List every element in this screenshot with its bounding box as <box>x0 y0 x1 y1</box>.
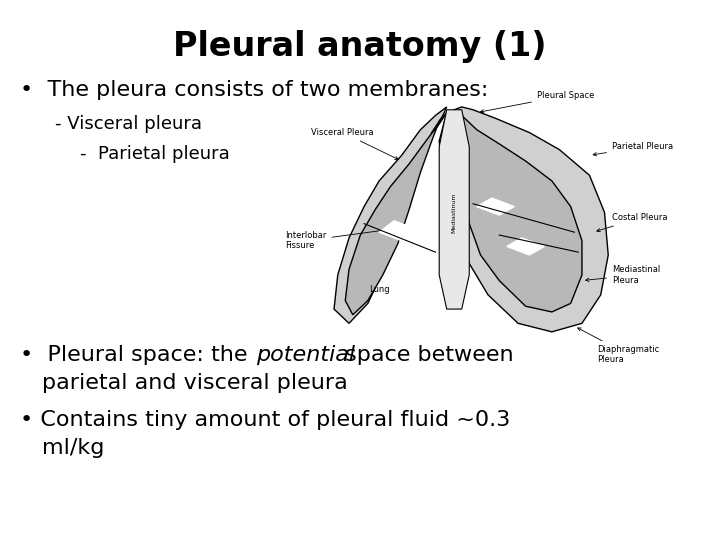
Polygon shape <box>439 110 469 309</box>
Polygon shape <box>334 107 446 323</box>
Text: •  Pleural space: the: • Pleural space: the <box>20 345 255 365</box>
Text: ml/kg: ml/kg <box>42 438 104 458</box>
Text: Mediastinum: Mediastinum <box>451 192 456 233</box>
Text: parietal and visceral pleura: parietal and visceral pleura <box>42 373 348 393</box>
Polygon shape <box>507 238 544 255</box>
Polygon shape <box>477 198 514 215</box>
Text: Lung: Lung <box>369 285 390 294</box>
Text: Parietal Pleura: Parietal Pleura <box>593 142 673 156</box>
Polygon shape <box>454 116 582 312</box>
Text: potential: potential <box>256 345 355 365</box>
Text: - Visceral pleura: - Visceral pleura <box>55 115 202 133</box>
Text: Pleural anatomy (1): Pleural anatomy (1) <box>174 30 546 63</box>
Polygon shape <box>346 113 446 315</box>
Polygon shape <box>439 107 608 332</box>
Polygon shape <box>379 221 417 241</box>
Text: Mediastinal
Pleura: Mediastinal Pleura <box>585 265 660 285</box>
Text: Costal Pleura: Costal Pleura <box>597 213 667 232</box>
Text: Diaphragmatic
Pleura: Diaphragmatic Pleura <box>577 328 660 364</box>
Text: •  The pleura consists of two membranes:: • The pleura consists of two membranes: <box>20 80 488 100</box>
Text: • Contains tiny amount of pleural fluid ~0.3: • Contains tiny amount of pleural fluid … <box>20 410 510 430</box>
Text: space between: space between <box>338 345 513 365</box>
Text: Pleural Space: Pleural Space <box>480 91 594 113</box>
Text: Interlobar
Fissure: Interlobar Fissure <box>285 228 387 251</box>
Text: Visceral Pleura: Visceral Pleura <box>312 128 398 159</box>
Text: -  Parietal pleura: - Parietal pleura <box>80 145 230 163</box>
